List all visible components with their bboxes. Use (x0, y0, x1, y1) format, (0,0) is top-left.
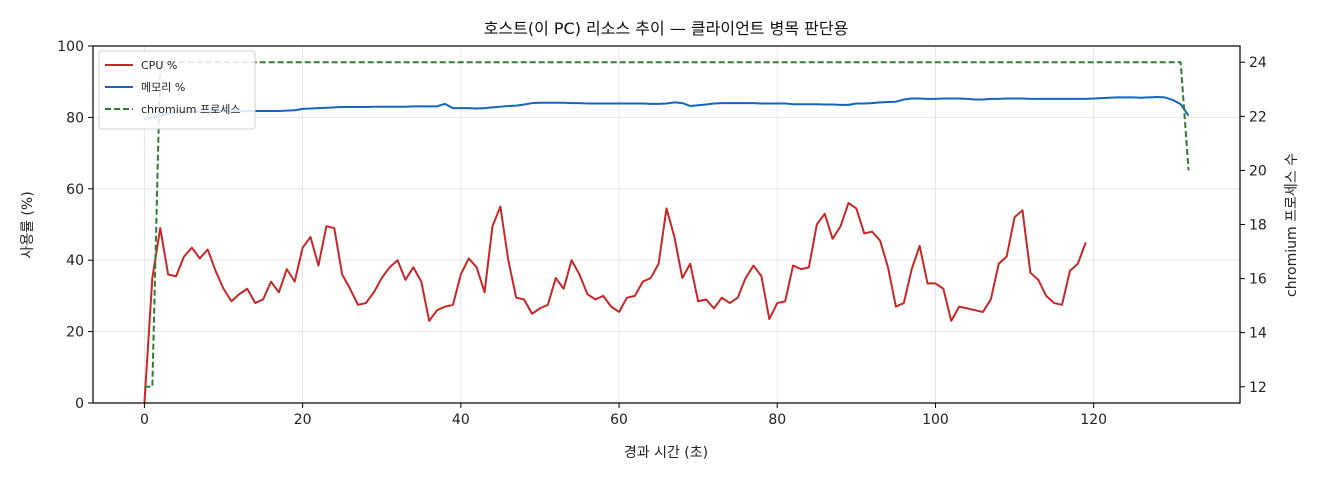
series-line-1 (144, 96, 1190, 121)
x-tick-label: 40 (452, 412, 470, 428)
legend-label-2: chromium 프로세스 (141, 103, 240, 116)
series-line-0 (143, 202, 1087, 403)
legend-box (98, 50, 256, 130)
axes: 0 20 40 60 80 100 120 0 20 40 60 80 100 12 14 16 18 20 22 2… (57, 39, 1267, 428)
legend-label-1: 메모리 % (141, 81, 185, 94)
y-tick-label: 60 (66, 182, 84, 198)
y-tick-label: 40 (66, 253, 84, 269)
y-tick-label: 80 (66, 110, 84, 126)
y2-tick-label: 16 (1249, 272, 1267, 288)
y-tick-label: 0 (75, 396, 84, 412)
x-tick-label: 80 (768, 412, 786, 428)
y2-axis-label: chromium 프로세스 수 (1284, 153, 1300, 297)
legend-label-0: CPU % (141, 59, 177, 72)
series-line-2 (144, 61, 1190, 388)
y2-tick-label: 20 (1249, 163, 1267, 179)
series-lines (143, 61, 1190, 403)
x-tick-label: 0 (140, 412, 149, 428)
y2-tick-label: 24 (1249, 55, 1267, 71)
x-tick-label: 100 (922, 412, 949, 428)
x-axis-label: 경과 시간 (초) (624, 445, 708, 461)
x-tick-label: 20 (294, 412, 312, 428)
y2-tick-label: 12 (1249, 380, 1267, 396)
y2-tick-label: 14 (1249, 326, 1267, 342)
x-tick-label: 60 (610, 412, 628, 428)
y-axis-label: 사용률 (%) (20, 191, 36, 258)
x-tick-label: 120 (1080, 412, 1107, 428)
y-tick-label: 20 (66, 325, 84, 341)
chart-title: 호스트(이 PC) 리소스 추이 — 클라이언트 병목 판단용 (484, 19, 849, 38)
y-tick-label: 100 (57, 39, 84, 55)
y2-tick-label: 22 (1249, 109, 1267, 125)
y2-tick-label: 18 (1249, 218, 1267, 234)
legend: CPU % 메모리 % chromium 프로세스 (98, 50, 256, 130)
